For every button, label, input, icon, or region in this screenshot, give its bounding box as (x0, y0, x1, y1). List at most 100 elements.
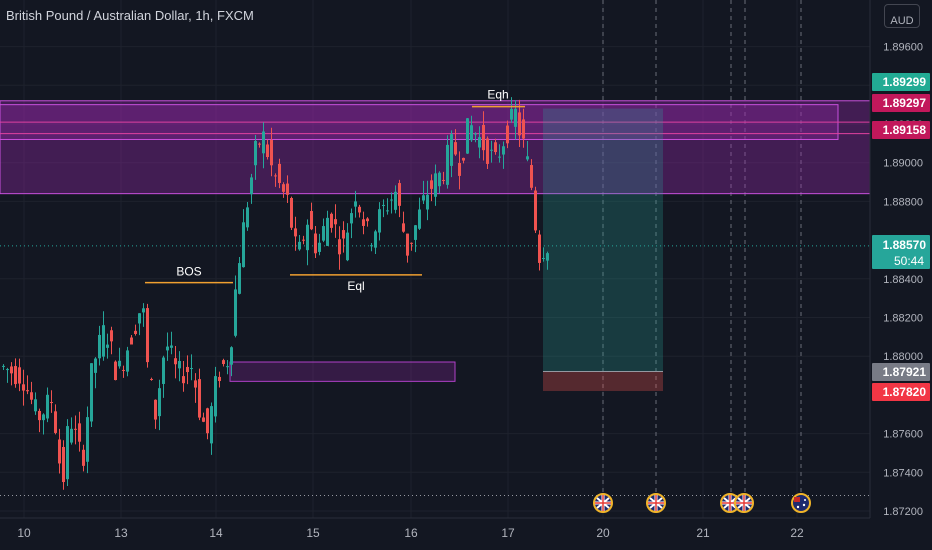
y-tick-label: 1.88000 (883, 351, 923, 363)
au-flag-icon[interactable] (791, 493, 811, 513)
x-tick-label: 15 (306, 526, 320, 540)
time-axis (0, 518, 932, 550)
candle-body (54, 411, 57, 433)
candle-body (438, 172, 441, 187)
candle-body (282, 184, 285, 192)
candle-body (82, 449, 85, 466)
candle-body (458, 162, 461, 176)
candle-body (370, 245, 373, 247)
candle-body (178, 360, 181, 369)
uk-flag-icon[interactable] (734, 493, 754, 513)
candle-body (470, 125, 473, 141)
candle-body (474, 133, 477, 135)
eqh-label: Eqh (487, 88, 508, 102)
currency-button[interactable]: AUD (884, 4, 920, 28)
candle-body (166, 346, 169, 351)
candle-body (202, 417, 205, 422)
candle-body (6, 369, 9, 371)
candle-body (290, 197, 293, 228)
candle-body (158, 388, 161, 417)
uk-flag-icon[interactable] (646, 493, 666, 513)
candle-body (418, 209, 421, 229)
candle-body (118, 360, 121, 367)
candle-body (510, 108, 513, 120)
candle-body (398, 183, 401, 206)
price-tag-label: 1.89158 (883, 123, 927, 137)
y-tick-label: 1.87200 (883, 506, 923, 518)
candle-body (534, 190, 537, 231)
countdown-label: 50:44 (894, 254, 924, 268)
candle-body (302, 239, 305, 241)
candle-body (326, 217, 329, 246)
y-tick-label: 1.88800 (883, 196, 923, 208)
candle-body (214, 376, 217, 417)
candle-body (266, 144, 269, 158)
price-tag: 1.89299 (872, 73, 930, 91)
candle-body (514, 108, 517, 127)
candle-body (402, 223, 405, 232)
candle-body (146, 308, 149, 363)
candle-body (410, 242, 413, 244)
candle-body (50, 402, 53, 404)
uk-flag-icon[interactable] (593, 493, 613, 513)
candle-body (490, 149, 493, 151)
y-tick-label: 1.89000 (883, 158, 923, 170)
candle-body (386, 210, 389, 212)
current-price-label: 1.88570 (883, 238, 927, 252)
candle-body (134, 330, 137, 334)
candle-body (70, 428, 73, 443)
candle-body (170, 345, 173, 348)
candle-body (270, 140, 273, 166)
candle-body (354, 201, 357, 207)
candle-body (278, 163, 281, 183)
candle-body (190, 368, 193, 370)
candle-body (466, 118, 469, 154)
candle-body (274, 175, 277, 177)
candle-body (58, 439, 61, 464)
candle-body (42, 414, 45, 421)
uk-flag-icon[interactable] (720, 493, 740, 513)
candle-body (322, 226, 325, 241)
candle-body (14, 366, 17, 385)
candle-body (546, 253, 549, 261)
price-tag: 1.87820 (872, 383, 930, 401)
x-tick-label: 17 (501, 526, 515, 540)
candle-body (446, 144, 449, 185)
candle-body (234, 289, 237, 336)
candle-body (294, 228, 297, 237)
price-tag-label: 1.89297 (883, 96, 927, 110)
y-tick-label: 1.88400 (883, 274, 923, 286)
candle-body (46, 394, 49, 419)
candle-body (250, 177, 253, 195)
candle-body (414, 225, 417, 240)
candle-body (430, 180, 433, 189)
candles (2, 97, 549, 490)
candle-body (486, 138, 489, 164)
candle-body (406, 233, 409, 256)
candle-body (542, 257, 545, 259)
y-tick-label: 1.87400 (883, 467, 923, 479)
candle-body (286, 183, 289, 195)
current-price-tag: 1.88570 50:44 (872, 235, 930, 269)
candle-body (206, 408, 209, 434)
candle-body (522, 119, 525, 139)
candle-body (362, 219, 365, 226)
candle-body (110, 330, 113, 342)
candle-body (150, 378, 153, 380)
candle-body (126, 350, 129, 372)
x-tick-label: 16 (404, 526, 418, 540)
x-tick-label: 14 (209, 526, 223, 540)
candle-body (478, 137, 481, 148)
candle-body (454, 142, 457, 155)
candle-body (318, 242, 321, 252)
bos-label: BOS (176, 265, 201, 279)
candle-body (154, 399, 157, 420)
candle-body (310, 211, 313, 230)
candle-body (226, 366, 229, 368)
chart-title: British Pound / Australian Dollar, 1h, F… (6, 8, 254, 23)
candle-body (422, 195, 425, 201)
candle-body (2, 365, 5, 367)
candle-body (350, 213, 353, 224)
candle-body (462, 157, 465, 161)
